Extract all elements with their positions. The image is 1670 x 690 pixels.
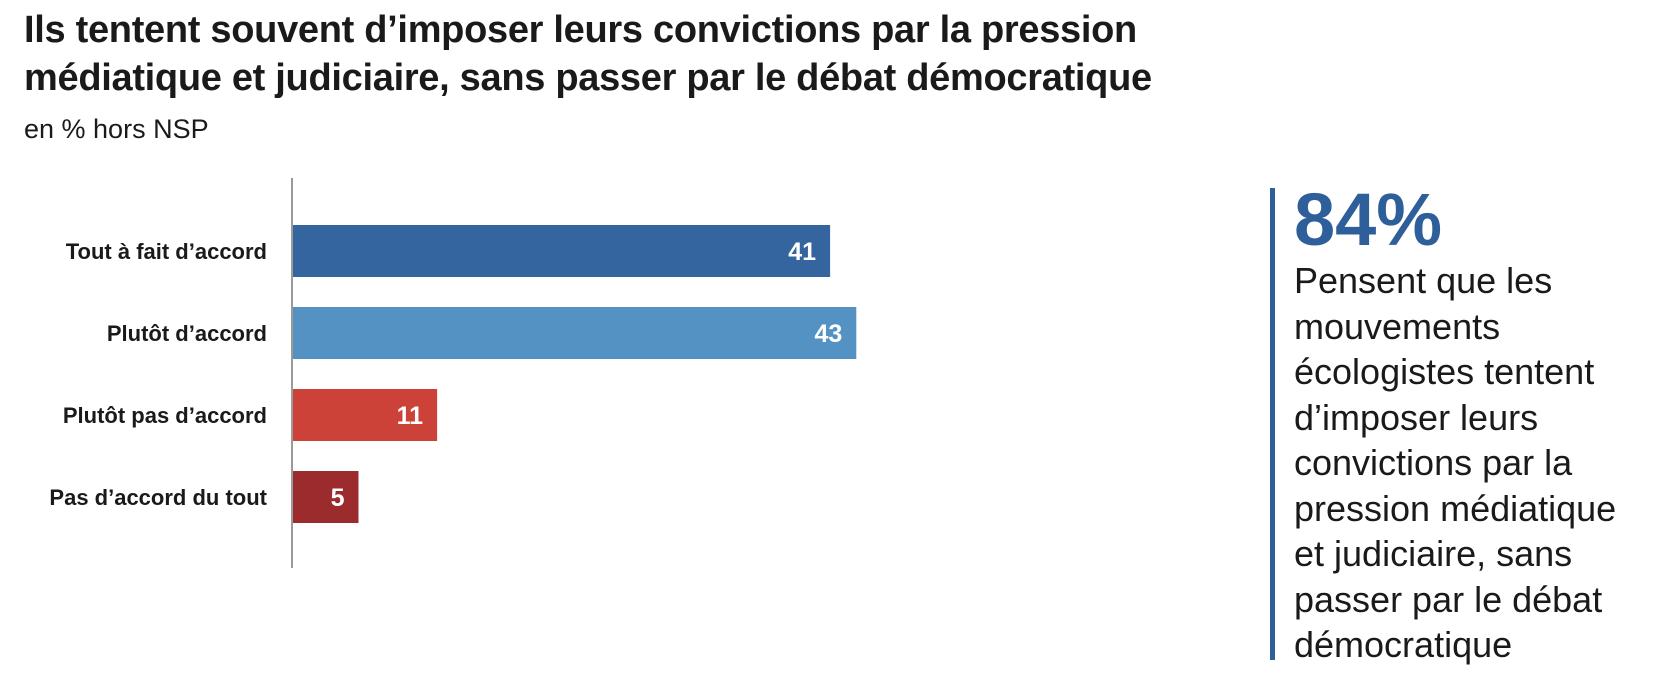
callout-big-number: 84% bbox=[1294, 178, 1443, 261]
value-label-2: 43 bbox=[814, 320, 842, 348]
category-label-1: Tout à fait d’accord bbox=[66, 239, 267, 264]
chart-subtitle: en % hors NSP bbox=[24, 114, 209, 144]
bar-2 bbox=[293, 307, 857, 359]
category-label-3: Plutôt pas d’accord bbox=[63, 403, 267, 428]
bar-1 bbox=[293, 225, 831, 277]
category-label-4: Pas d’accord du tout bbox=[49, 485, 267, 510]
chart-title: Ils tentent souvent d’imposer leurs conv… bbox=[24, 9, 1152, 99]
category-label-2: Plutôt d’accord bbox=[107, 321, 267, 346]
callout-accent-rule bbox=[1270, 188, 1275, 660]
value-label-3: 11 bbox=[397, 402, 424, 430]
value-label-1: 41 bbox=[788, 238, 816, 266]
callout-text: Pensent que les mouvements écologistes t… bbox=[1294, 260, 1617, 665]
value-label-4: 5 bbox=[331, 484, 345, 512]
bar-4 bbox=[293, 471, 359, 523]
bar-chart: Tout à fait d’accord 41 Plutôt d’accord 43 P… bbox=[49, 178, 857, 568]
bar-3 bbox=[293, 389, 438, 441]
key-figure-callout: 84% Pensent que les mouvements écologist… bbox=[1270, 180, 1660, 665]
